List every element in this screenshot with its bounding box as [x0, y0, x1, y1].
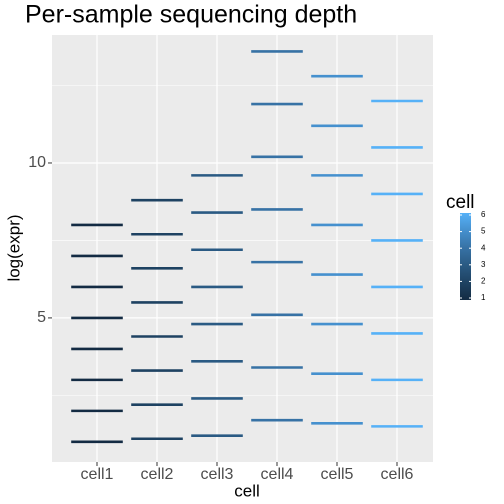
x-tick-label: cell1 — [81, 466, 114, 483]
colorbar — [460, 213, 471, 300]
legend-label: 3 — [481, 260, 486, 269]
y-tick-label: 10 — [28, 154, 46, 171]
legend-label: 5 — [481, 227, 486, 236]
legend-title: cell — [446, 192, 475, 213]
chart-title: Per-sample sequencing depth — [25, 1, 357, 29]
x-tick-label: cell2 — [141, 466, 174, 483]
legend-label: 6 — [481, 210, 486, 219]
x-tick-label: cell3 — [201, 466, 234, 483]
y-tick-label: 5 — [37, 309, 46, 326]
x-axis-title: cell — [234, 481, 260, 500]
legend-label: 1 — [481, 293, 486, 302]
x-tick-label: cell4 — [261, 466, 294, 483]
y-axis-title: log(expr) — [4, 214, 23, 281]
legend-label: 2 — [481, 277, 486, 286]
legend-label: 4 — [481, 243, 486, 252]
x-tick-label: cell5 — [321, 466, 354, 483]
x-tick-label: cell6 — [381, 466, 414, 483]
